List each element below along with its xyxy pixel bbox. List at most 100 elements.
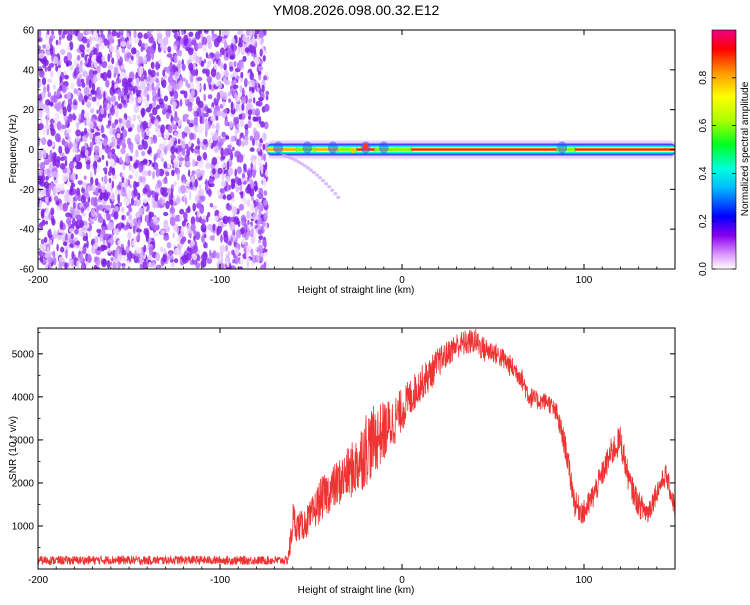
noise-speckle (93, 166, 97, 176)
noise-speckle (165, 200, 170, 210)
noise-speckle (184, 197, 188, 206)
noise-speckle (200, 223, 207, 233)
noise-speckle (117, 136, 121, 145)
noise-speckle (95, 32, 99, 41)
noise-speckle (189, 74, 194, 83)
noise-speckle (186, 119, 191, 125)
noise-speckle (128, 174, 133, 180)
noise-speckle (53, 185, 57, 195)
noise-speckle (227, 144, 232, 149)
noise-speckle (112, 262, 117, 269)
y-tick-label: 40 (23, 65, 35, 76)
streak-dot (312, 170, 316, 175)
spectrogram-noise-region (38, 30, 270, 269)
noise-speckle (226, 204, 232, 211)
noise-speckle (147, 149, 152, 155)
noise-speckle (117, 123, 123, 129)
noise-speckle (181, 30, 185, 36)
noise-speckle (136, 247, 142, 254)
noise-speckle (65, 193, 70, 202)
noise-speckle (228, 120, 233, 129)
noise-speckle (60, 246, 65, 253)
noise-speckle (84, 127, 87, 135)
noise-speckle (62, 241, 68, 246)
noise-speckle (117, 193, 120, 204)
noise-speckle (176, 35, 182, 41)
noise-speckle (74, 228, 79, 235)
noise-speckle (73, 161, 77, 167)
noise-speckle (188, 47, 194, 56)
noise-speckle (225, 257, 230, 262)
noise-speckle (73, 88, 78, 95)
noise-speckle (72, 218, 76, 227)
noise-speckle (223, 169, 229, 175)
noise-speckle (72, 147, 78, 153)
noise-speckle (84, 192, 90, 200)
noise-speckle (128, 207, 133, 213)
noise-speckle (147, 170, 152, 177)
noise-speckle (80, 137, 83, 142)
noise-speckle (75, 154, 80, 162)
noise-speckle (218, 211, 224, 219)
noise-speckle (68, 135, 71, 145)
noise-speckle (60, 182, 65, 192)
noise-speckle (38, 189, 41, 195)
noise-speckle (191, 181, 195, 187)
noise-speckle (257, 146, 261, 152)
noise-speckle (52, 84, 56, 90)
streak-dot (296, 160, 301, 164)
noise-speckle (94, 235, 99, 245)
noise-speckle (189, 191, 192, 201)
noise-speckle (135, 89, 140, 97)
noise-speckle (197, 100, 204, 109)
noise-speckle (125, 245, 130, 254)
noise-speckle (76, 260, 80, 269)
band-blob (273, 141, 284, 154)
noise-speckle (217, 222, 222, 227)
noise-speckle (105, 79, 110, 88)
noise-speckle (141, 131, 145, 139)
noise-speckle (191, 176, 195, 182)
streak-dot (327, 185, 332, 189)
noise-speckle (67, 233, 70, 242)
noise-speckle (262, 143, 266, 150)
noise-speckle (247, 183, 251, 192)
noise-speckle (127, 231, 132, 240)
colorbar-tick-label: 0.8 (698, 70, 709, 84)
noise-speckle (120, 188, 127, 197)
noise-speckle (209, 203, 213, 208)
noise-speckle (263, 153, 267, 162)
noise-speckle (101, 258, 107, 268)
noise-speckle (203, 30, 208, 33)
noise-speckle (199, 206, 204, 214)
noise-speckle (89, 108, 95, 114)
noise-speckle (93, 242, 99, 250)
noise-speckle (43, 85, 47, 94)
noise-speckle (46, 128, 50, 136)
noise-speckle (187, 105, 193, 112)
noise-speckle (259, 58, 263, 65)
noise-speckle (240, 45, 247, 56)
noise-speckle (183, 30, 187, 35)
noise-speckle (94, 178, 99, 186)
noise-speckle (133, 104, 140, 114)
noise-speckle (244, 127, 249, 137)
noise-speckle (122, 143, 127, 149)
noise-speckle (134, 171, 139, 178)
noise-speckle (140, 75, 145, 83)
noise-speckle (142, 261, 148, 269)
noise-speckle (107, 30, 111, 35)
noise-speckle (173, 140, 178, 145)
noise-speckle (38, 45, 41, 50)
noise-speckle (40, 137, 47, 146)
noise-speckle (171, 120, 175, 130)
noise-speckle (220, 147, 224, 157)
noise-speckle (52, 257, 57, 266)
noise-speckle (135, 212, 141, 218)
noise-speckle (214, 115, 219, 121)
noise-speckle (169, 71, 174, 77)
noise-speckle (93, 160, 98, 170)
noise-speckle (120, 206, 125, 213)
noise-speckle (81, 264, 85, 269)
noise-speckle (126, 259, 130, 268)
